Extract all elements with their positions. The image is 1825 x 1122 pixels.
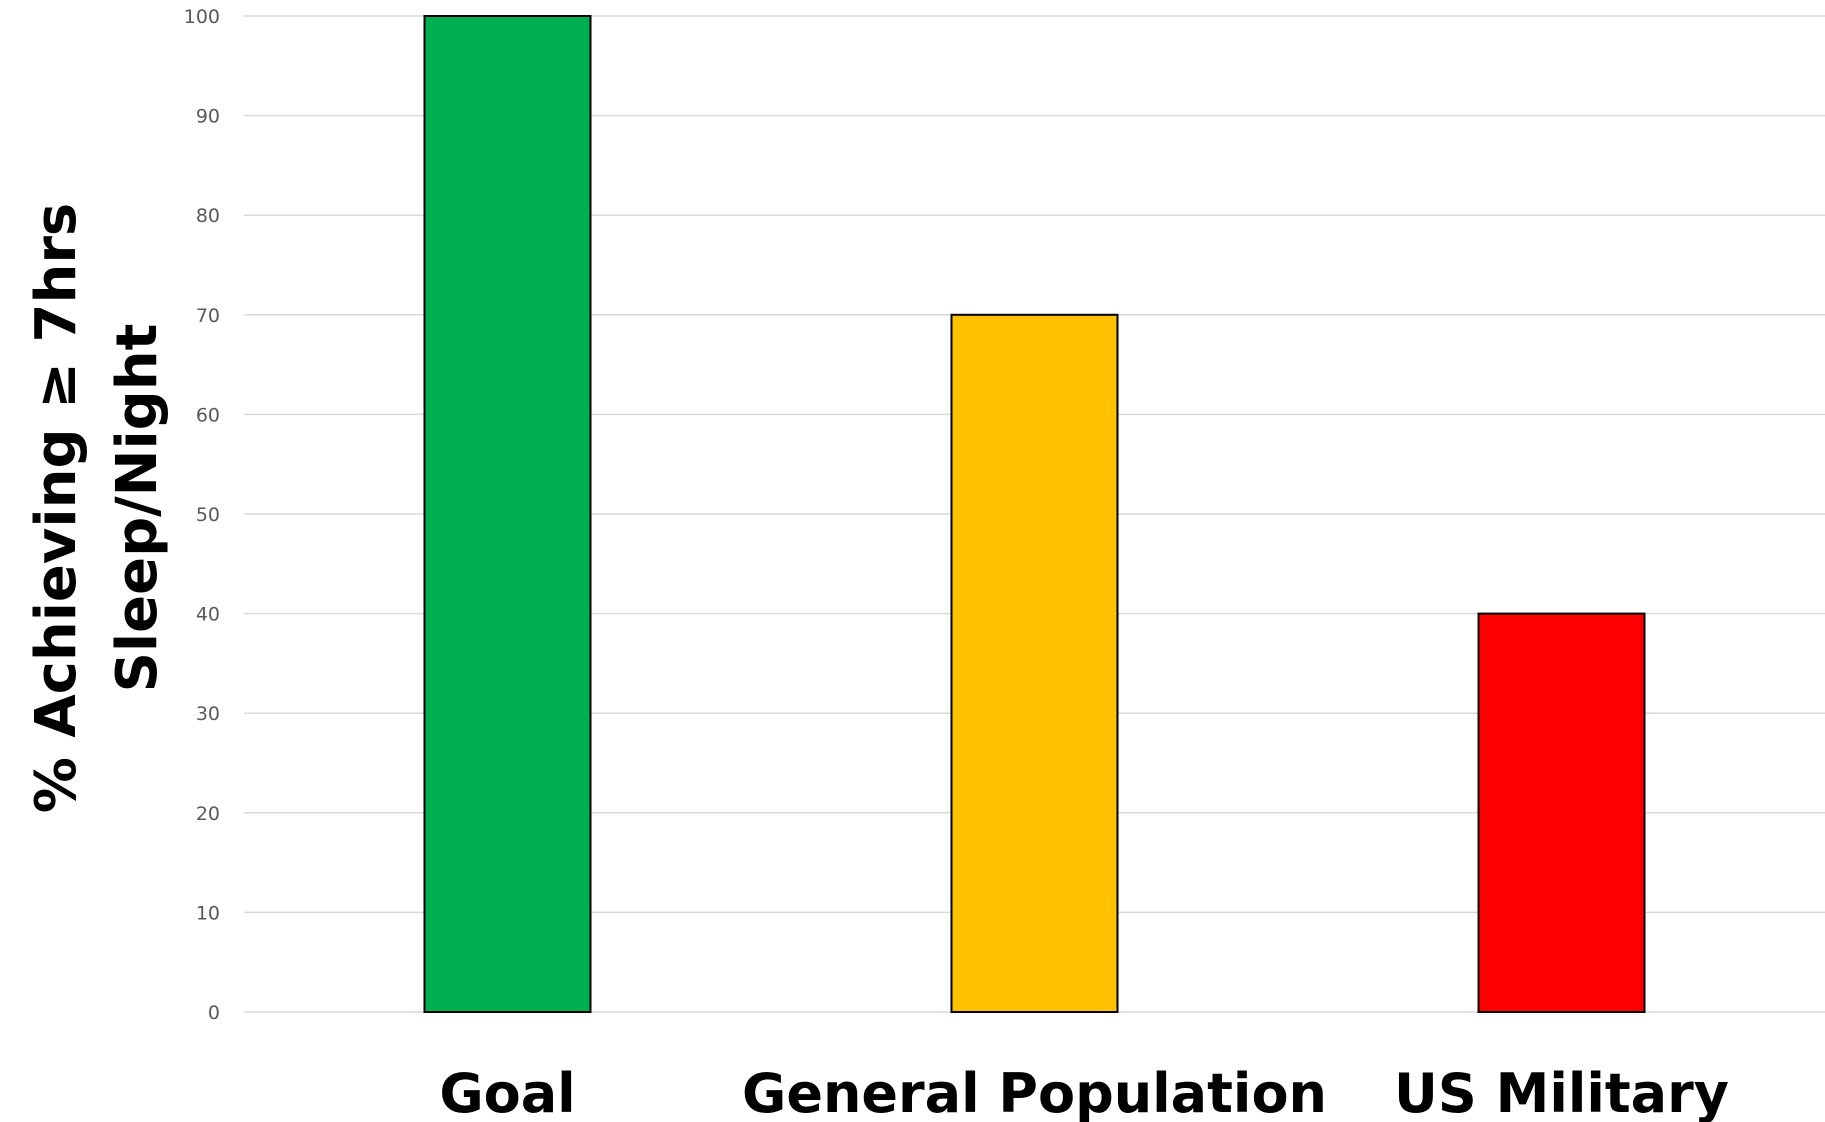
y-tick-label: 30 [196,703,220,725]
y-tick-label: 60 [196,404,220,426]
y-axis-title-line-2: Sleep/Night [105,324,170,693]
bar-goal [423,15,592,1013]
x-category-label: US Military [1394,1062,1729,1122]
y-tick-label: 0 [208,1002,220,1024]
bars [423,15,1646,1013]
y-axis-title-line-1: % Achieving ≥ 7hrs [24,203,89,814]
bar-general-population [950,313,1119,1013]
y-tick-label: 100 [184,6,220,28]
x-category-label: Goal [439,1062,575,1122]
y-tick-label: 80 [196,205,220,227]
y-tick-label: 50 [196,504,220,526]
y-axis-ticks: 0 10 20 30 40 50 60 70 80 90 100 [184,6,220,1024]
y-tick-label: 70 [196,305,220,327]
x-category-label: General Population [742,1062,1327,1122]
y-tick-label: 40 [196,604,220,626]
y-tick-label: 10 [196,902,220,924]
x-axis-categories: Goal General Population US Military [439,1062,1729,1122]
y-tick-label: 20 [196,803,220,825]
bar-us-military [1477,612,1646,1013]
y-tick-label: 90 [196,106,220,128]
